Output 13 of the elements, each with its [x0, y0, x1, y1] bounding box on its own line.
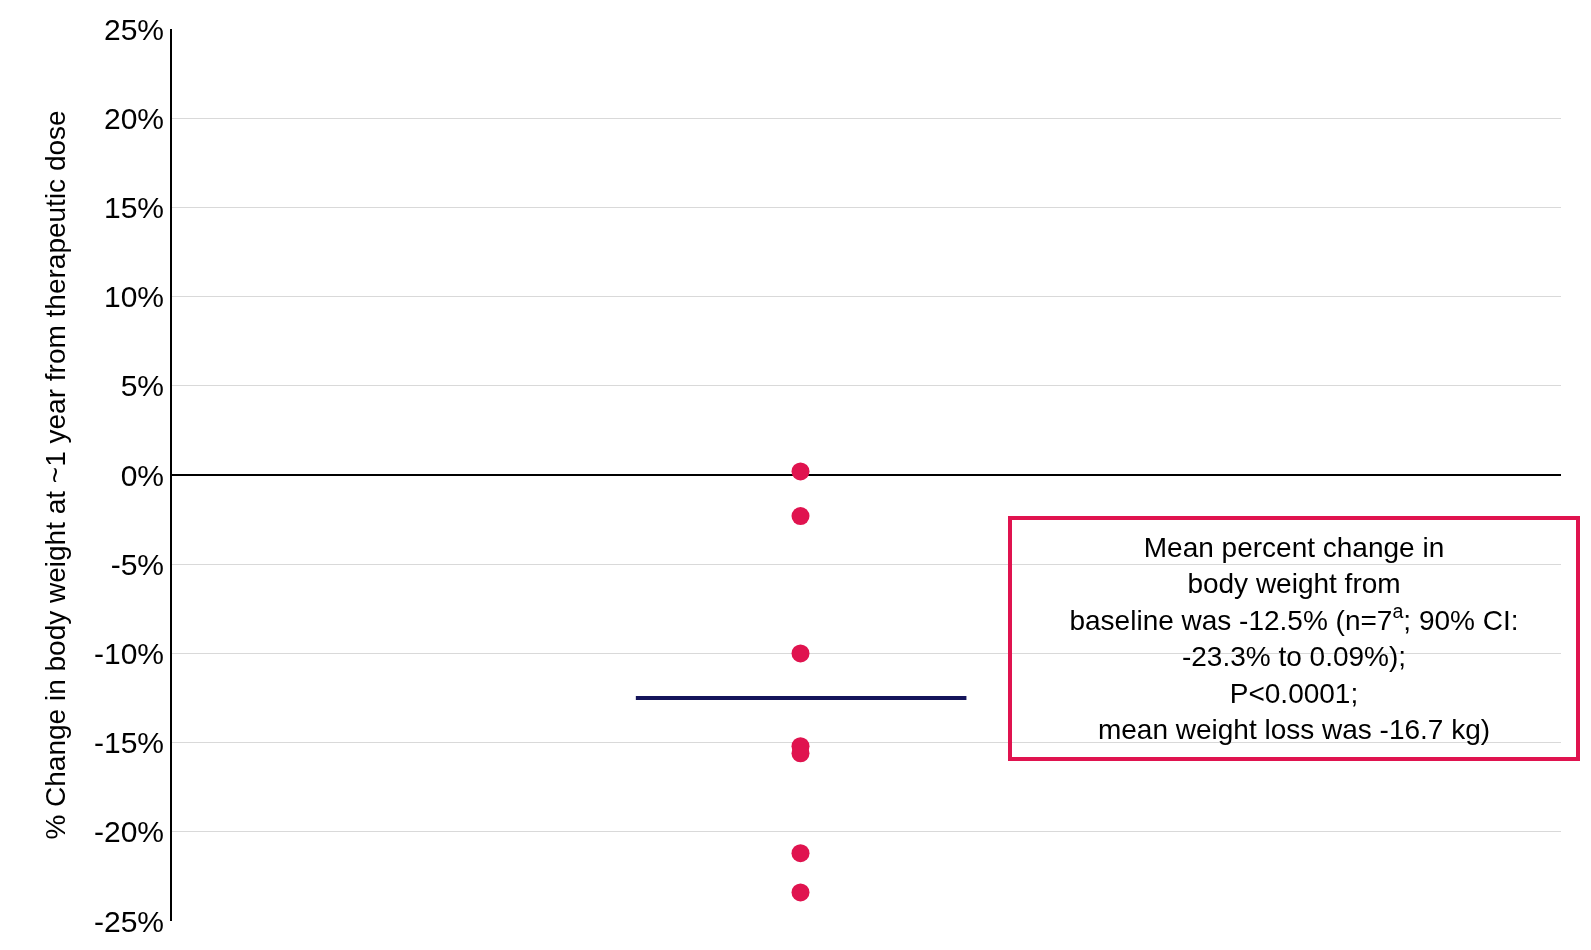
y-tick-label: 10%: [103, 280, 164, 314]
y-tick-label: -10%: [93, 636, 164, 670]
y-tick-label: 20%: [103, 101, 164, 135]
y-tick-label: -25%: [93, 904, 164, 938]
annotation: Mean percent change in body weight from baseline was -12.5% (n=7$^{a}$; 90% CI: -23.3% to 0.09%); P<0.0001; mean weight loss was -16.7 kg): [1069, 532, 1519, 745]
y-tick-label: 15%: [103, 190, 164, 224]
y-tick-label: -15%: [93, 726, 164, 760]
y-tick-label: 25%: [103, 12, 164, 46]
y-tick-label: -20%: [93, 815, 164, 849]
y-axis-title: % Change in body weight at ~1 year from therapeutic dose: [40, 110, 72, 840]
y-tick-label: 5%: [120, 369, 164, 403]
y-tick-label: -5%: [110, 547, 164, 581]
y-tick-label: 0%: [120, 458, 164, 492]
